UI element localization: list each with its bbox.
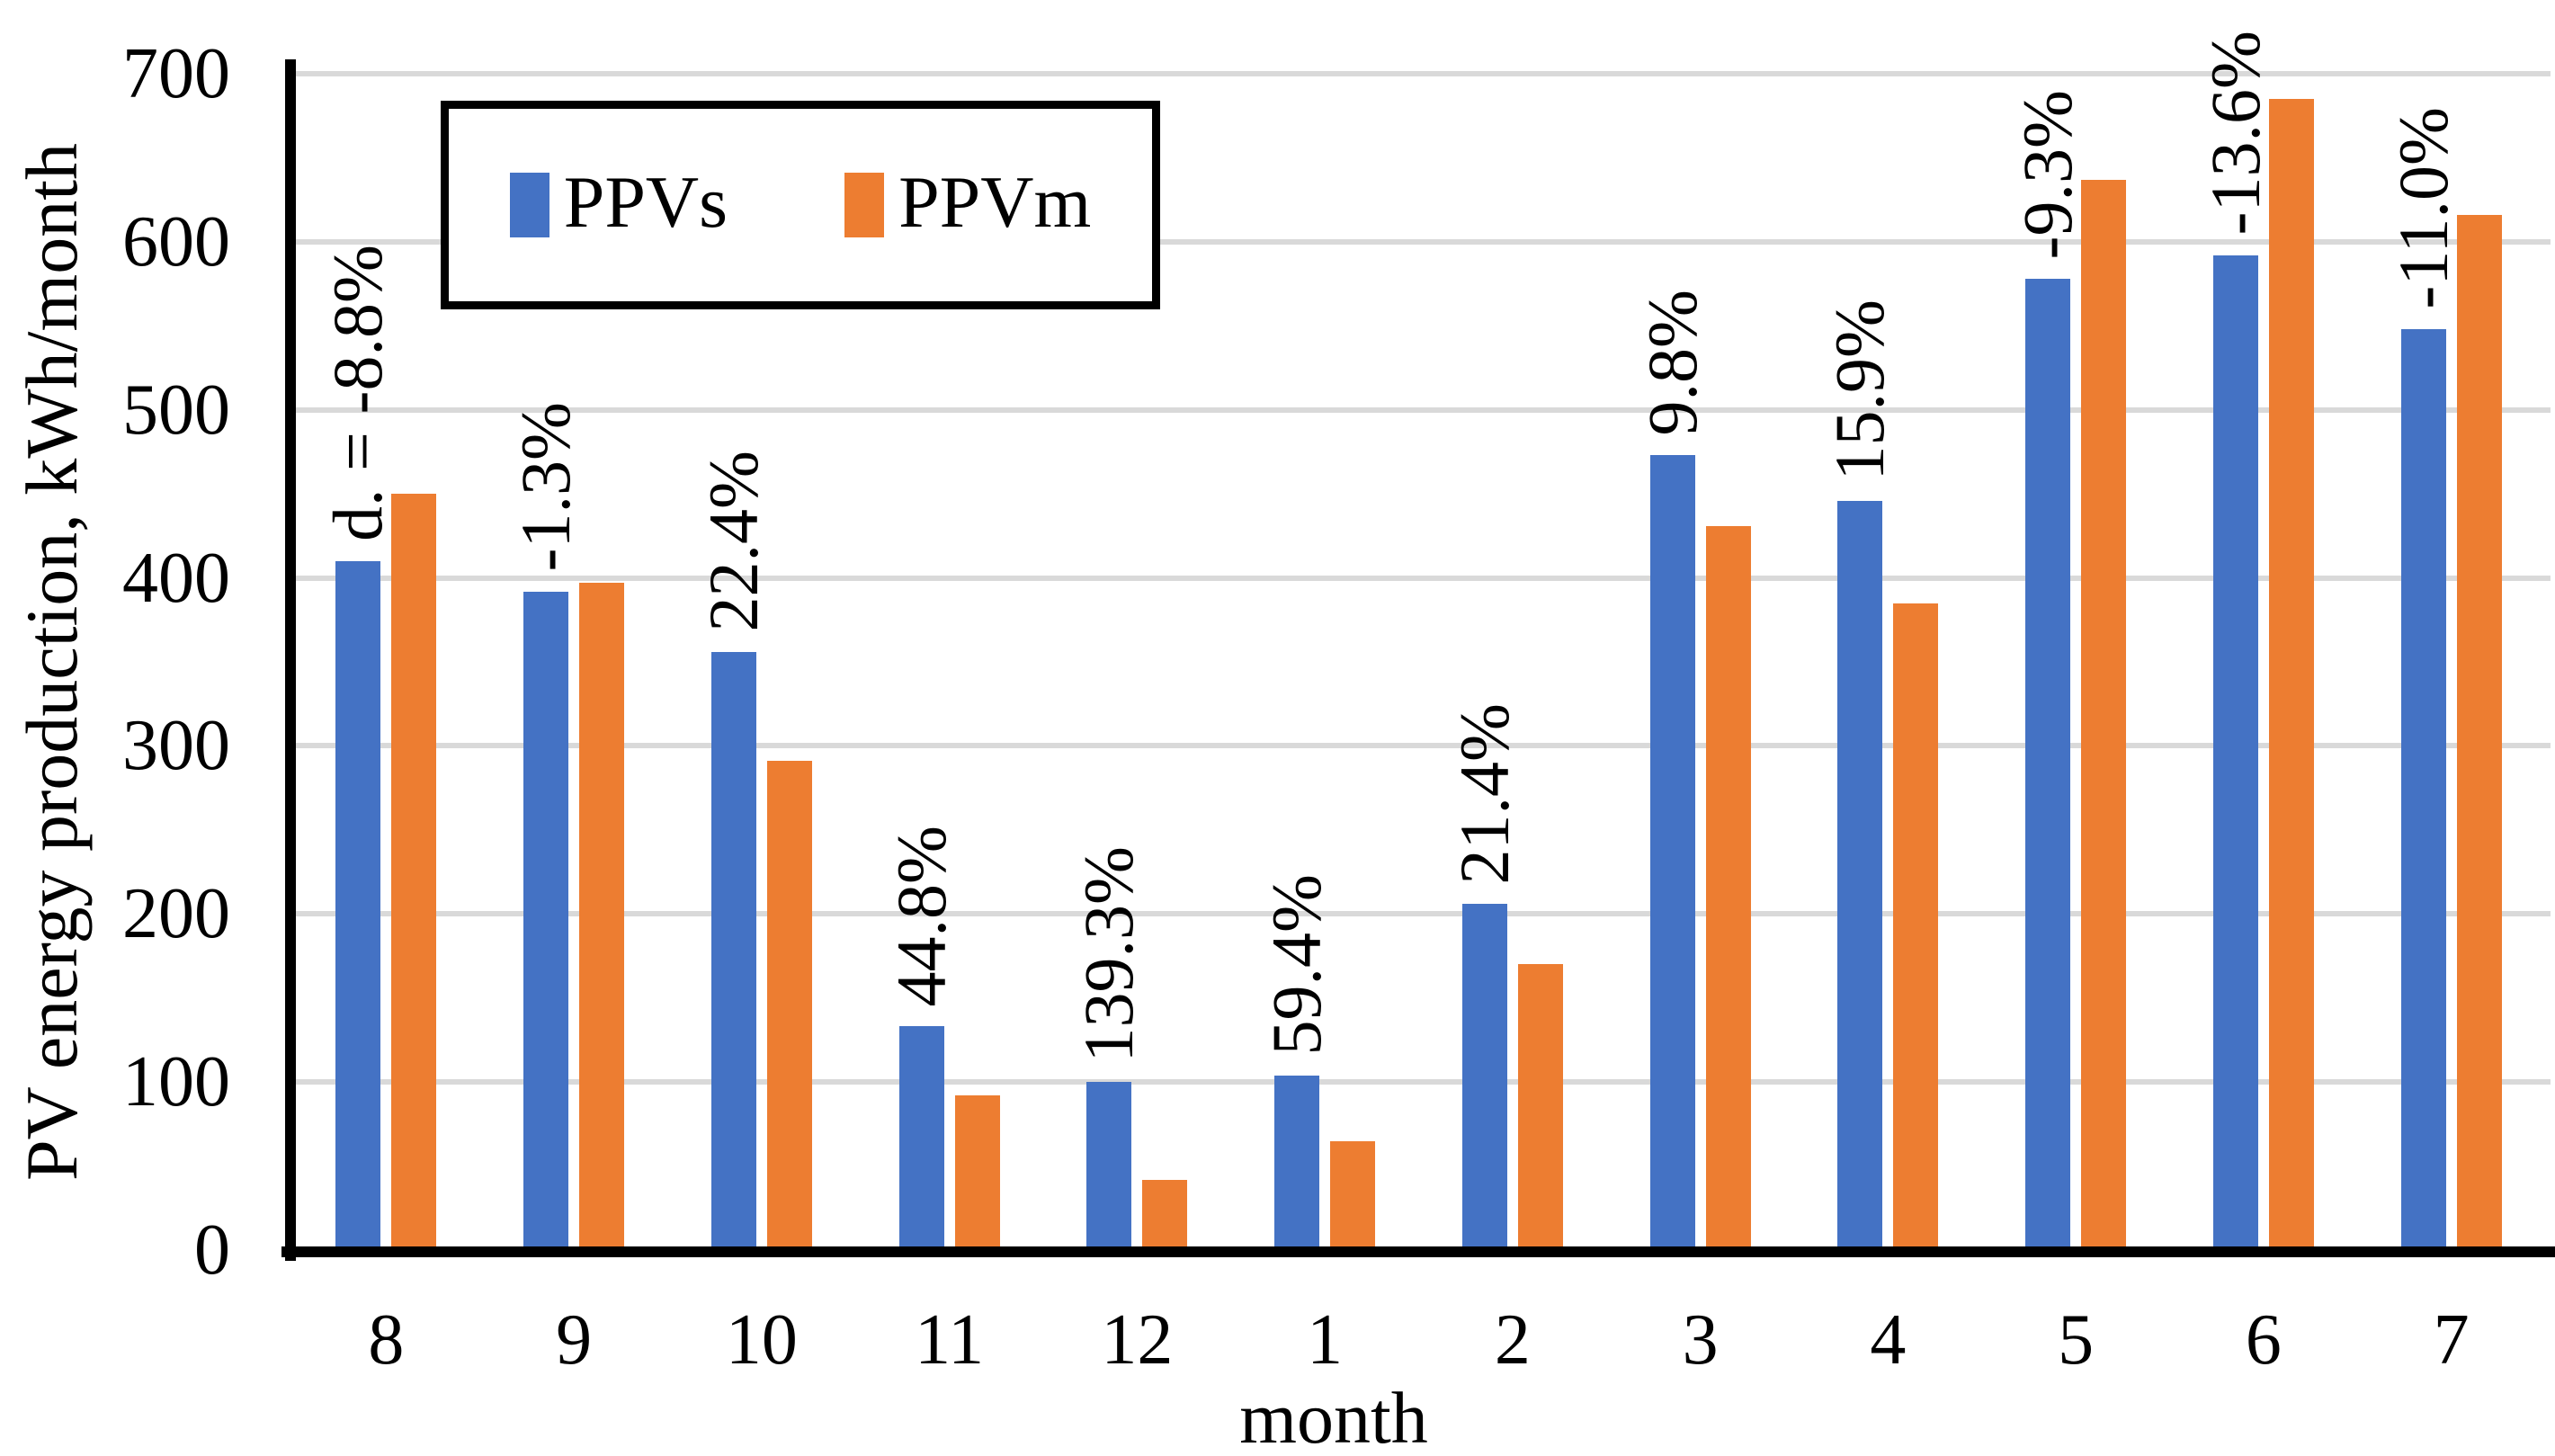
bar-ppvm-month-3 [1705, 525, 1751, 1250]
x-tick-label-month-4: 4 [1870, 1300, 1907, 1380]
x-axis-title: month [1239, 1377, 1428, 1456]
bar-groups: d. = -8.8% -1.3% 22.4% 44.8% 139.3% 59.4% 21.4… [292, 31, 2545, 1250]
bar-annotation-month-9: -1.3% [506, 402, 585, 572]
y-tick-label-300: 300 [122, 706, 230, 786]
bar-ppvm-month-6 [2268, 99, 2314, 1250]
bar-group-month-11: 44.8% [855, 74, 1043, 1250]
x-tick-label-month-9: 9 [556, 1300, 593, 1380]
bar-group-month-2: 21.4% [1419, 74, 1607, 1250]
bar-ppvs-month-8 [335, 560, 381, 1250]
bar-ppvs-month-9 [523, 591, 569, 1250]
bar-ppvm-month-1 [1330, 1140, 1376, 1250]
bar-ppvm-month-12 [1142, 1179, 1188, 1250]
x-tick-label-month-8: 8 [368, 1300, 405, 1380]
bar-group-month-8: d. = -8.8% [292, 74, 480, 1250]
plot-area: d. = -8.8% -1.3% 22.4% 44.8% 139.3% 59.4% 21.4… [292, 31, 2551, 1250]
y-tick-label-400: 400 [122, 538, 230, 618]
bar-annotation-month-4: 15.9% [1820, 299, 1899, 481]
bar-annotation-month-5: -9.3% [2008, 89, 2087, 259]
y-tick-label-700: 700 [122, 34, 230, 113]
bar-ppvm-month-2 [1517, 964, 1563, 1250]
y-tick-label-600: 600 [122, 201, 230, 281]
bar-group-month-12: 139.3% [1043, 74, 1231, 1250]
x-tick-label-month-6: 6 [2245, 1300, 2282, 1380]
x-tick-label-month-12: 12 [1101, 1300, 1174, 1380]
y-tick-label-500: 500 [122, 370, 230, 450]
bar-annotation-month-10: 22.4% [693, 451, 773, 632]
legend: PPVs PPVm [441, 101, 1160, 309]
y-axis-tick-labels: 0 100 200 300 400 500 600 700 [0, 38, 230, 1286]
gridline-700 [292, 71, 2551, 76]
bar-ppvm-month-9 [579, 583, 625, 1250]
gridline-400 [292, 575, 2551, 581]
legend-item-ppvm: PPVm [844, 165, 1091, 245]
bar-annotation-month-1: 59.4% [1257, 874, 1336, 1056]
x-tick-label-month-1: 1 [1307, 1300, 1344, 1380]
bar-ppvs-month-3 [1649, 455, 1695, 1250]
bar-ppvm-month-8 [391, 494, 437, 1250]
gridline-100 [292, 1079, 2551, 1085]
x-tick-label-month-11: 11 [915, 1300, 985, 1380]
bar-ppvm-month-7 [2456, 214, 2502, 1250]
gridline-300 [292, 743, 2551, 749]
bar-ppvs-month-10 [710, 651, 756, 1250]
x-axis-tick-labels: 8 9 10 11 12 1 2 3 4 5 6 7 [292, 1304, 2545, 1376]
bar-ppvs-month-5 [2025, 278, 2071, 1250]
bar-ppvs-month-6 [2212, 255, 2258, 1250]
x-tick-label-month-10: 10 [725, 1300, 798, 1380]
bar-group-month-9: -1.3% [480, 74, 668, 1250]
y-tick-label-100: 100 [122, 1042, 230, 1122]
bar-annotation-month-3: 9.8% [1632, 289, 1711, 436]
legend-label-ppvm: PPVm [898, 161, 1092, 243]
bar-annotation-month-12: 139.3% [1069, 845, 1148, 1063]
y-tick-label-200: 200 [122, 874, 230, 954]
bar-annotation-month-2: 21.4% [1444, 702, 1523, 885]
bar-ppvs-month-4 [1837, 500, 1883, 1250]
bar-annotation-month-6: -13.6% [2195, 31, 2274, 236]
bar-ppvs-month-12 [1086, 1082, 1132, 1250]
legend-label-ppvs: PPVs [563, 161, 728, 243]
bar-annotation-month-7: -11.0% [2383, 107, 2462, 310]
y-axis-line [285, 59, 296, 1261]
x-tick-label-month-3: 3 [1682, 1300, 1719, 1380]
legend-item-ppvs: PPVs [509, 161, 728, 245]
bar-group-month-6: -13.6% [2170, 31, 2358, 1250]
bar-ppvm-month-10 [766, 761, 812, 1250]
bar-group-month-1: 59.4% [1231, 74, 1419, 1250]
gridline-200 [292, 911, 2551, 917]
x-axis-line [281, 1246, 2555, 1257]
legend-swatch-ppvs [509, 173, 549, 237]
bar-ppvs-month-1 [1274, 1075, 1320, 1250]
legend-swatch-ppvm [844, 173, 885, 237]
bar-ppvm-month-11 [954, 1095, 1000, 1250]
bar-ppvm-month-5 [2081, 179, 2127, 1250]
bar-annotation-month-8: d. = -8.8% [318, 244, 398, 541]
bar-ppvm-month-4 [1893, 603, 1939, 1250]
gridline-500 [292, 406, 2551, 413]
bar-ppvs-month-11 [898, 1026, 944, 1250]
x-tick-label-month-2: 2 [1494, 1300, 1531, 1380]
bar-group-month-5: -9.3% [1982, 74, 2170, 1250]
x-tick-label-month-5: 5 [2058, 1300, 2095, 1380]
bar-annotation-month-11: 44.8% [881, 826, 960, 1007]
bar-group-month-7: -11.0% [2357, 74, 2545, 1250]
bar-group-month-10: 22.4% [668, 74, 856, 1250]
bar-group-month-3: 9.8% [1606, 74, 1794, 1250]
x-tick-label-month-7: 7 [2433, 1300, 2470, 1380]
bar-ppvs-month-2 [1461, 904, 1507, 1250]
bar-group-month-4: 15.9% [1794, 74, 1982, 1250]
y-tick-label-0: 0 [194, 1210, 230, 1290]
bar-ppvs-month-7 [2400, 329, 2446, 1250]
gridline-600 [292, 238, 2551, 245]
